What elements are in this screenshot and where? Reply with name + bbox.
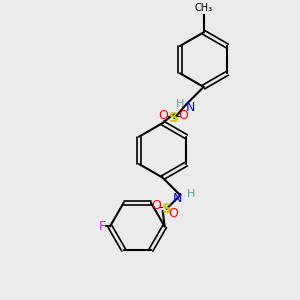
- Text: CH₃: CH₃: [195, 3, 213, 13]
- Text: O: O: [178, 109, 188, 122]
- Text: O: O: [151, 200, 161, 212]
- Text: H: H: [187, 189, 195, 199]
- Text: N: N: [185, 101, 195, 114]
- Text: O: O: [169, 207, 178, 220]
- Text: O: O: [159, 109, 169, 122]
- Text: S: S: [169, 111, 179, 125]
- Text: N: N: [172, 192, 182, 205]
- Text: F: F: [99, 220, 106, 233]
- Text: S: S: [162, 202, 172, 216]
- Text: H: H: [176, 98, 184, 109]
